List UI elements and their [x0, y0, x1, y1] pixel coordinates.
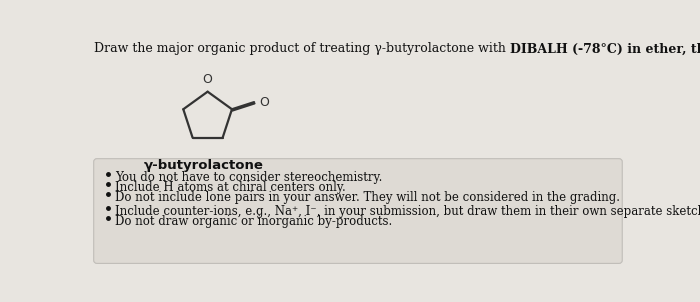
Text: O: O [260, 96, 270, 109]
Text: Do not include lone pairs in your answer. They will not be considered in the gra: Do not include lone pairs in your answer… [116, 191, 620, 204]
Text: DIBALH (-78°C) in ether, then H₂O, HCl: DIBALH (-78°C) in ether, then H₂O, HCl [510, 42, 700, 55]
Text: Do not draw organic or inorganic by-products.: Do not draw organic or inorganic by-prod… [116, 215, 393, 228]
Text: Include counter-ions, e.g., Na⁺, I⁻, in your submission, but draw them in their : Include counter-ions, e.g., Na⁺, I⁻, in … [116, 205, 700, 218]
Text: Include H atoms at chiral centers only.: Include H atoms at chiral centers only. [116, 181, 346, 194]
FancyBboxPatch shape [94, 159, 622, 263]
Text: O: O [203, 73, 213, 86]
Text: γ-butyrolactone: γ-butyrolactone [144, 159, 264, 172]
Text: You do not have to consider stereochemistry.: You do not have to consider stereochemis… [116, 171, 383, 184]
Text: Draw the major organic product of treating γ-butyrolactone with: Draw the major organic product of treati… [94, 42, 510, 55]
